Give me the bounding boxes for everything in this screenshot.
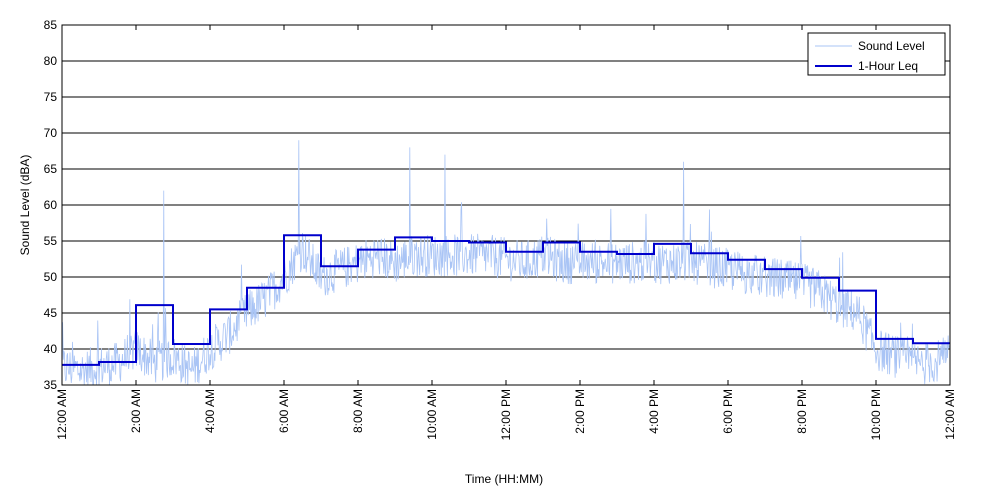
y-tick-label: 35 — [44, 378, 58, 392]
legend-label-sound-level: Sound Level — [858, 39, 925, 53]
y-tick-label: 75 — [44, 90, 58, 104]
grid-lines — [62, 60, 950, 350]
y-tick-label: 85 — [44, 18, 58, 32]
x-tick-label: 2:00 AM — [129, 389, 143, 433]
x-tick-label: 2:00 PM — [573, 389, 587, 434]
legend-box — [807, 32, 946, 76]
y-tick-label: 50 — [44, 270, 58, 284]
x-tick-label: 8:00 PM — [795, 389, 809, 434]
x-tick-label: 10:00 AM — [425, 389, 439, 440]
x-tick-label: 10:00 PM — [869, 389, 883, 440]
y-tick-label: 70 — [44, 126, 58, 140]
series-line-sound-level — [61, 140, 951, 386]
legend: Sound Level 1-Hour Leq — [807, 32, 946, 76]
series-1-hour-leq — [62, 234, 950, 366]
x-tick-label: 12:00 AM — [55, 389, 69, 440]
y-tick-label: 45 — [44, 306, 58, 320]
x-tick-label: 6:00 AM — [277, 389, 291, 433]
x-tick-label: 12:00 AM — [943, 389, 957, 440]
x-tick-label: 12:00 PM — [499, 389, 513, 440]
x-tick-label: 4:00 PM — [647, 389, 661, 434]
x-tick-label: 8:00 AM — [351, 389, 365, 433]
x-tick-label: 6:00 PM — [721, 389, 735, 434]
series-line-1-hour-leq — [62, 234, 950, 366]
x-axis-title: Time (HH:MM) — [465, 472, 543, 486]
series-sound-level — [61, 140, 951, 386]
y-tick-label: 60 — [44, 198, 58, 212]
legend-label-1-hour-leq: 1-Hour Leq — [858, 59, 918, 73]
y-tick-label: 55 — [44, 234, 58, 248]
x-tick-label: 4:00 AM — [203, 389, 217, 433]
plot-border — [61, 24, 951, 386]
y-tick-label: 65 — [44, 162, 58, 176]
y-axis-ticks: 35 40 45 50 55 60 65 70 75 80 85 — [44, 18, 67, 392]
x-axis-ticks: 12:00 AM 2:00 AM 4:00 AM 6:00 AM 8:00 AM 10:0… — [55, 25, 957, 440]
y-tick-label: 80 — [44, 54, 58, 68]
y-tick-label: 40 — [44, 342, 58, 356]
y-axis-title: Sound Level (dBA) — [18, 155, 32, 256]
